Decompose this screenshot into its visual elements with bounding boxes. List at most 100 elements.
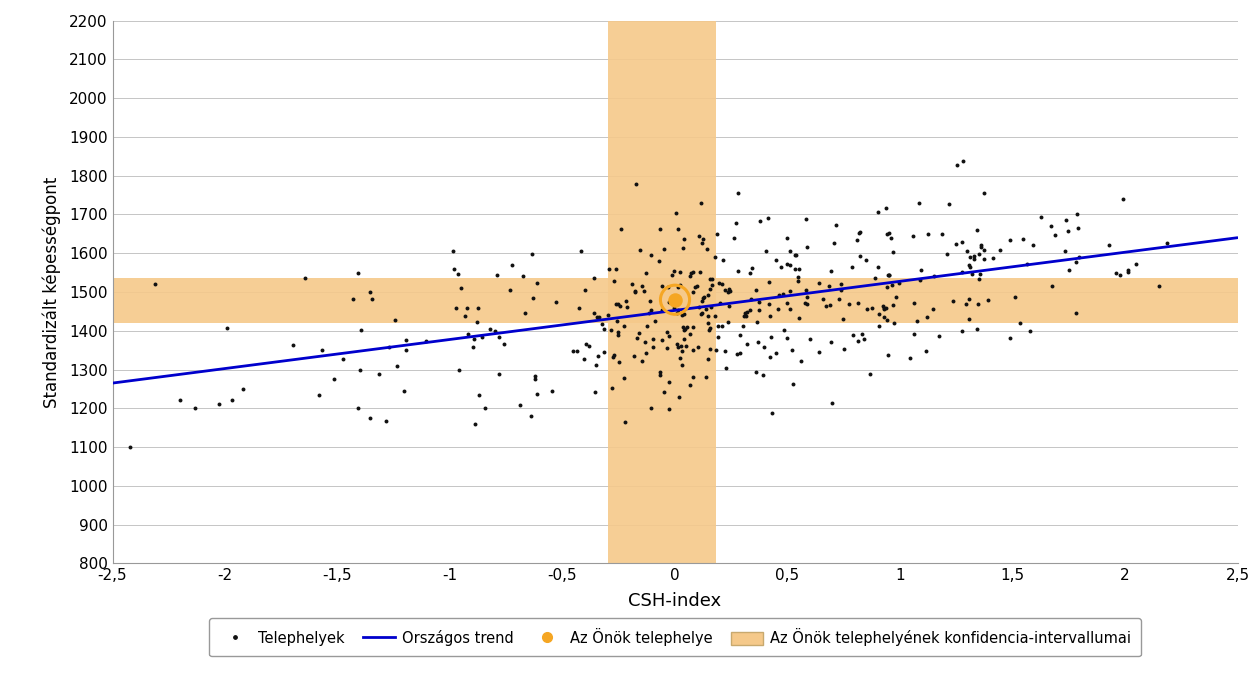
- Point: [456, 302, 476, 313]
- Point: [874, 302, 894, 313]
- Point: [591, 319, 611, 330]
- Point: [971, 239, 991, 250]
- Point: [719, 300, 739, 311]
- Point: [680, 380, 700, 391]
- Point: [564, 346, 584, 357]
- Point: [604, 275, 624, 286]
- Point: [705, 311, 725, 322]
- Point: [1149, 280, 1169, 291]
- Point: [701, 280, 721, 291]
- Point: [889, 278, 909, 289]
- Point: [780, 285, 800, 296]
- Point: [709, 332, 729, 343]
- Point: [1005, 292, 1025, 303]
- Point: [1110, 269, 1130, 280]
- Point: [769, 289, 789, 300]
- Point: [669, 341, 689, 352]
- Point: [809, 278, 829, 289]
- Point: [665, 294, 685, 305]
- Point: [360, 412, 380, 423]
- Point: [566, 346, 586, 357]
- Point: [344, 294, 364, 305]
- Point: [848, 297, 868, 308]
- Point: [586, 359, 606, 370]
- Point: [1058, 225, 1078, 236]
- Point: [1045, 229, 1065, 240]
- Point: [715, 284, 735, 295]
- Point: [821, 266, 841, 277]
- Point: [922, 304, 942, 315]
- Point: [822, 398, 842, 409]
- Point: [718, 316, 738, 327]
- Point: [798, 292, 818, 303]
- Point: [820, 300, 840, 311]
- Point: [700, 344, 720, 354]
- Point: [1119, 265, 1139, 276]
- Point: [819, 280, 839, 291]
- Point: [645, 315, 665, 326]
- Point: [766, 347, 786, 358]
- Point: [854, 334, 874, 345]
- Point: [850, 251, 870, 262]
- Point: [1156, 237, 1176, 248]
- Point: [959, 313, 979, 324]
- Point: [282, 340, 302, 351]
- Point: [348, 402, 368, 413]
- Point: [869, 262, 889, 273]
- Point: [674, 243, 694, 254]
- Point: [650, 223, 670, 234]
- Point: [309, 390, 329, 401]
- Point: [741, 293, 761, 304]
- Point: [832, 313, 852, 324]
- Point: [904, 297, 924, 308]
- Point: [782, 378, 802, 389]
- Point: [668, 282, 688, 293]
- Point: [671, 341, 691, 352]
- Point: [528, 388, 548, 399]
- Point: [376, 415, 396, 426]
- Point: [1042, 280, 1062, 291]
- Bar: [112, 278, 1238, 323]
- Point: [1020, 326, 1040, 337]
- Point: [785, 250, 805, 261]
- Point: [954, 155, 974, 166]
- Point: [665, 294, 685, 305]
- Point: [869, 308, 889, 319]
- Point: [703, 273, 722, 284]
- Point: [674, 234, 694, 245]
- Point: [884, 247, 904, 258]
- Point: [759, 298, 779, 309]
- Point: [232, 383, 253, 394]
- Point: [869, 320, 889, 331]
- Point: [361, 294, 381, 305]
- Point: [644, 341, 664, 352]
- Point: [584, 308, 604, 319]
- Point: [849, 336, 869, 347]
- Point: [789, 264, 809, 275]
- Point: [678, 322, 698, 333]
- Point: [699, 311, 719, 322]
- Point: [616, 295, 636, 306]
- Point: [580, 341, 600, 352]
- Point: [658, 282, 678, 293]
- Point: [611, 223, 631, 234]
- Point: [918, 229, 938, 240]
- Point: [781, 345, 801, 356]
- Point: [970, 269, 990, 280]
- Point: [632, 280, 652, 291]
- Point: [659, 404, 679, 415]
- Point: [798, 241, 818, 252]
- Point: [635, 286, 655, 297]
- Point: [960, 252, 980, 263]
- Point: [952, 236, 972, 247]
- Point: [458, 328, 478, 339]
- Point: [666, 208, 686, 219]
- Point: [990, 245, 1010, 256]
- Point: [698, 243, 718, 254]
- Point: [884, 299, 904, 310]
- Point: [681, 267, 701, 278]
- Point: [469, 389, 489, 400]
- Point: [932, 229, 952, 240]
- Point: [598, 309, 618, 320]
- Point: [741, 262, 761, 273]
